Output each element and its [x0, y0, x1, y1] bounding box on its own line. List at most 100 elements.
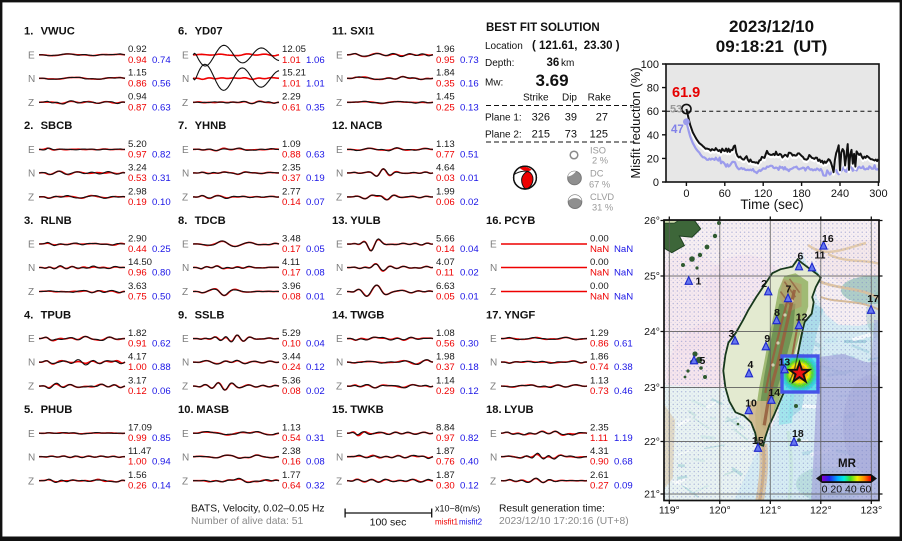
svg-text:0.00: 0.00: [590, 281, 609, 292]
svg-text:8.: 8.: [178, 215, 187, 227]
svg-text:Z: Z: [28, 287, 34, 298]
svg-text:0.19: 0.19: [128, 197, 147, 208]
svg-text:0.35: 0.35: [436, 78, 455, 89]
svg-text:1.14: 1.14: [436, 376, 455, 387]
svg-text:misfit1: misfit1: [435, 517, 459, 526]
svg-text:N: N: [336, 74, 343, 85]
svg-text:3.24: 3.24: [128, 162, 147, 173]
svg-text:N: N: [336, 358, 343, 369]
svg-text:3.96: 3.96: [282, 281, 301, 292]
svg-text:0.56: 0.56: [152, 78, 171, 89]
svg-text:0.01: 0.01: [460, 173, 479, 184]
svg-text:Result generation time:: Result generation time:: [499, 504, 605, 515]
svg-text:120: 120: [754, 188, 772, 200]
svg-text:0.63: 0.63: [152, 102, 171, 113]
svg-text:Dip: Dip: [562, 93, 577, 104]
svg-text:0.00: 0.00: [590, 257, 609, 268]
svg-text:Z: Z: [490, 382, 496, 393]
svg-text:BEST FIT SOLUTION: BEST FIT SOLUTION: [486, 22, 600, 34]
svg-text:E: E: [490, 240, 497, 251]
svg-text:0.05: 0.05: [306, 244, 325, 255]
svg-text:Strike: Strike: [523, 93, 549, 104]
svg-text:E: E: [28, 145, 35, 156]
svg-text:E: E: [336, 145, 343, 156]
svg-text:25°: 25°: [644, 271, 660, 283]
svg-text:2: 2: [761, 278, 767, 290]
svg-text:Mw:: Mw:: [485, 77, 503, 88]
svg-text:123°: 123°: [860, 505, 882, 517]
svg-text:LYUB: LYUB: [504, 404, 533, 416]
svg-text:5.29: 5.29: [282, 328, 301, 339]
svg-text:09:18:21 (UT): 09:18:21 (UT): [716, 37, 827, 56]
svg-text:6.63: 6.63: [436, 281, 455, 292]
svg-text:E: E: [182, 240, 189, 251]
svg-text:( 121.61, 23.30 ): ( 121.61, 23.30 ): [532, 40, 620, 52]
svg-text:N: N: [490, 452, 497, 463]
svg-text:4.07: 4.07: [436, 257, 455, 268]
svg-text:80: 80: [647, 83, 659, 95]
svg-text:N: N: [336, 452, 343, 463]
svg-text:MASB: MASB: [196, 404, 229, 416]
svg-text:1.98: 1.98: [436, 352, 455, 363]
svg-text:1.45: 1.45: [436, 92, 455, 103]
svg-text:0.40: 0.40: [460, 457, 479, 468]
svg-text:0.82: 0.82: [460, 433, 479, 444]
svg-text:E: E: [336, 334, 343, 345]
svg-text:1.06: 1.06: [306, 55, 325, 66]
svg-text:7: 7: [786, 284, 792, 296]
svg-text:300: 300: [869, 188, 887, 200]
svg-text:11.: 11.: [332, 26, 347, 38]
svg-text:1.15: 1.15: [128, 68, 147, 79]
svg-text:0.30: 0.30: [436, 481, 455, 492]
svg-text:N: N: [182, 452, 189, 463]
svg-text:0.77: 0.77: [436, 149, 455, 160]
svg-text:1: 1: [696, 276, 702, 288]
svg-text:18: 18: [792, 428, 804, 440]
svg-text:0.99: 0.99: [128, 433, 147, 444]
svg-text:5.20: 5.20: [128, 139, 147, 150]
svg-text:Z: Z: [490, 287, 496, 298]
svg-text:ISO: ISO: [590, 146, 606, 156]
svg-text:YULB: YULB: [350, 215, 380, 227]
svg-text:DC: DC: [590, 169, 604, 179]
svg-text:N: N: [28, 169, 35, 180]
svg-text:3.63: 3.63: [128, 281, 147, 292]
svg-text:0.53: 0.53: [128, 173, 147, 184]
svg-text:10.: 10.: [178, 404, 194, 416]
svg-text:E: E: [28, 334, 35, 345]
svg-text:1.13: 1.13: [282, 423, 301, 434]
svg-text:Rake: Rake: [588, 93, 612, 104]
svg-text:5: 5: [700, 355, 706, 367]
svg-text:60: 60: [719, 188, 731, 200]
svg-text:0.94: 0.94: [128, 92, 147, 103]
svg-text:N: N: [336, 169, 343, 180]
svg-text:TDCB: TDCB: [195, 215, 226, 227]
svg-text:0.61: 0.61: [282, 102, 301, 113]
svg-text:1.01: 1.01: [282, 78, 301, 89]
svg-text:16.: 16.: [486, 215, 502, 227]
svg-text:53: 53: [670, 104, 682, 116]
svg-text:119°: 119°: [659, 505, 680, 517]
svg-text:17.09: 17.09: [128, 423, 152, 434]
svg-text:N: N: [28, 263, 35, 274]
svg-text:1.00: 1.00: [128, 362, 147, 373]
svg-text:SBCB: SBCB: [41, 120, 73, 132]
svg-text:5.66: 5.66: [436, 233, 455, 244]
svg-text:Z: Z: [182, 382, 188, 393]
svg-text:0.68: 0.68: [614, 457, 633, 468]
svg-text:0.86: 0.86: [128, 78, 147, 89]
svg-text:0.73: 0.73: [590, 386, 609, 397]
svg-text:1.56: 1.56: [128, 470, 147, 481]
svg-text:121°: 121°: [759, 505, 781, 517]
svg-text:Misfit reduction (%): Misfit reduction (%): [628, 67, 643, 178]
svg-text:0.85: 0.85: [152, 433, 171, 444]
svg-text:10: 10: [745, 398, 757, 410]
svg-text:1.13: 1.13: [590, 376, 609, 387]
svg-text:215: 215: [532, 129, 550, 141]
svg-text:TPUB: TPUB: [41, 309, 71, 321]
svg-text:67 %: 67 %: [589, 180, 610, 190]
svg-text:2.: 2.: [24, 120, 33, 132]
svg-text:60: 60: [647, 106, 659, 118]
svg-text:0.31: 0.31: [152, 173, 171, 184]
svg-text:2023/12/10 17:20:16 (UT+8): 2023/12/10 17:20:16 (UT+8): [499, 516, 629, 527]
